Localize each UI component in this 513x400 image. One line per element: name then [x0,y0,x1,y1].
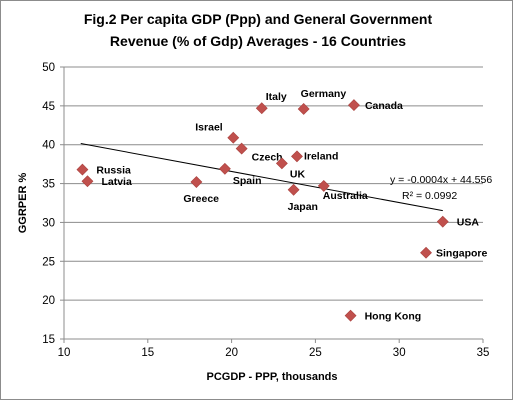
data-point-germany [297,103,310,115]
data-point-ireland [291,150,303,163]
chart-title-line1: Fig.2 Per capita GDP (Ppp) and General G… [84,11,433,27]
data-point-singapore [420,246,432,259]
x-tick-label-3: 25 [309,347,322,359]
data-point-canada [348,99,360,112]
data-point-italy [255,102,268,115]
y-tick-label-1: 20 [42,295,55,307]
point-label-uk: UK [290,168,306,180]
y-tick-label-7: 50 [42,62,55,74]
data-point-usa [436,215,449,228]
data-point-russia [76,163,89,176]
y-axis-title: GGRPER % [17,173,29,234]
x-axis-title: PCGDP - PPP, thousands [206,371,337,383]
y-tick-label-3: 30 [42,217,55,229]
point-label-canada: Canada [365,100,403,112]
y-tick-label-4: 35 [42,179,55,191]
trendline [80,143,443,212]
data-point-japan [287,183,300,196]
y-tick-label-6: 45 [42,101,55,113]
data-point-spain [218,162,231,175]
point-label-italy: Italy [266,91,287,103]
x-tick-label-5: 35 [477,347,490,359]
point-label-ireland: Ireland [304,150,338,162]
data-point-australia [317,179,330,192]
data-point-hong-kong [344,309,357,322]
point-label-russia: Russia [96,165,131,177]
data-point-latvia [81,175,94,188]
point-label-germany: Germany [301,88,347,100]
data-point-czech [235,142,248,155]
trendline-equation: y = -0.0004x + 44.556 [390,174,492,186]
point-label-greece: Greece [183,193,219,205]
trendline-r-squared: R² = 0.0992 [402,190,457,202]
point-label-australia: Australia [323,190,368,202]
point-label-singapore: Singapore [436,248,488,260]
data-point-israel [227,131,240,144]
point-label-japan: Japan [288,201,318,213]
y-tick-label-0: 15 [42,334,55,346]
x-tick-label-0: 10 [58,347,71,359]
point-label-latvia: Latvia [101,176,132,188]
y-tick-label-2: 25 [42,256,55,268]
x-tick-label-2: 20 [225,347,238,359]
point-label-czech: Czech [252,152,283,164]
chart-title-line2: Revenue (% of Gdp) Averages - 16 Countri… [110,33,406,49]
point-label-spain: Spain [233,175,262,187]
x-tick-label-1: 15 [141,347,154,359]
data-point-uk [275,157,288,170]
point-label-usa: USA [457,217,480,229]
point-label-hong-kong: Hong Kong [365,311,422,323]
y-tick-label-5: 40 [42,140,55,152]
point-label-israel: Israel [195,122,223,134]
x-tick-label-4: 30 [393,347,406,359]
data-point-greece [190,176,203,188]
